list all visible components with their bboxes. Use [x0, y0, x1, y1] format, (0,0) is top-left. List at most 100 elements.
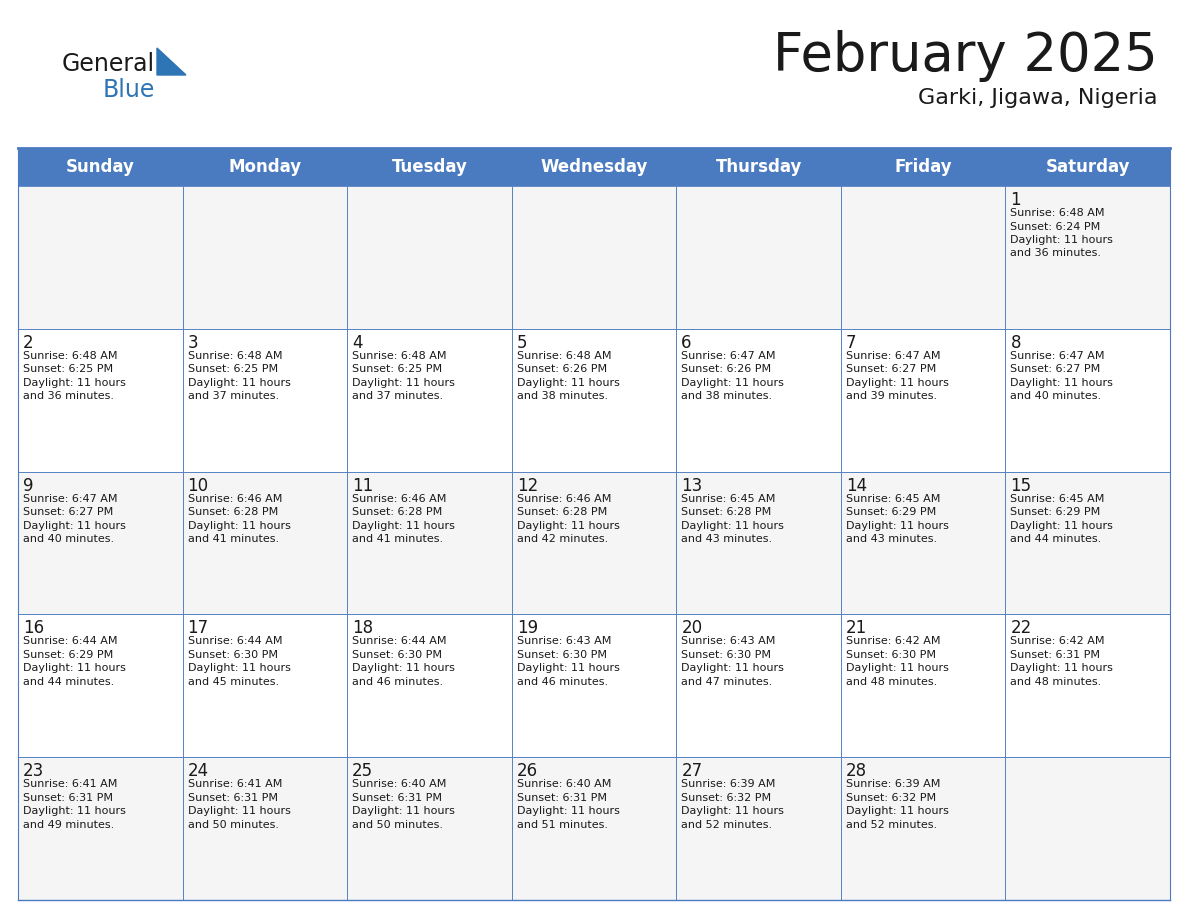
Text: Sunset: 6:27 PM: Sunset: 6:27 PM — [846, 364, 936, 375]
Text: 1: 1 — [1011, 191, 1020, 209]
Text: and 52 minutes.: and 52 minutes. — [846, 820, 937, 830]
Text: Tuesday: Tuesday — [392, 158, 467, 176]
Text: Sunrise: 6:39 AM: Sunrise: 6:39 AM — [681, 779, 776, 789]
Text: and 51 minutes.: and 51 minutes. — [517, 820, 608, 830]
Text: and 42 minutes.: and 42 minutes. — [517, 534, 608, 544]
Bar — [183, 757, 347, 900]
Text: Sunset: 6:29 PM: Sunset: 6:29 PM — [846, 507, 936, 517]
Text: Daylight: 11 hours: Daylight: 11 hours — [846, 664, 949, 674]
Bar — [512, 472, 676, 614]
Text: Daylight: 11 hours: Daylight: 11 hours — [1011, 235, 1113, 245]
Text: 5: 5 — [517, 334, 527, 352]
Text: and 52 minutes.: and 52 minutes. — [681, 820, 772, 830]
Bar — [841, 186, 1005, 329]
Text: Daylight: 11 hours: Daylight: 11 hours — [517, 664, 620, 674]
Text: Sunrise: 6:47 AM: Sunrise: 6:47 AM — [681, 351, 776, 361]
Text: Daylight: 11 hours: Daylight: 11 hours — [846, 378, 949, 387]
Text: Sunset: 6:32 PM: Sunset: 6:32 PM — [846, 793, 936, 802]
Bar — [183, 186, 347, 329]
Bar — [512, 757, 676, 900]
Text: Sunset: 6:31 PM: Sunset: 6:31 PM — [352, 793, 442, 802]
Text: Saturday: Saturday — [1045, 158, 1130, 176]
Text: Sunset: 6:26 PM: Sunset: 6:26 PM — [681, 364, 771, 375]
Text: Sunrise: 6:46 AM: Sunrise: 6:46 AM — [517, 494, 611, 504]
Text: and 45 minutes.: and 45 minutes. — [188, 677, 279, 687]
Text: and 41 minutes.: and 41 minutes. — [352, 534, 443, 544]
Text: Daylight: 11 hours: Daylight: 11 hours — [188, 378, 290, 387]
Text: 22: 22 — [1011, 620, 1031, 637]
Bar — [512, 614, 676, 757]
Text: Sunset: 6:31 PM: Sunset: 6:31 PM — [517, 793, 607, 802]
Bar — [1005, 472, 1170, 614]
Text: Sunrise: 6:43 AM: Sunrise: 6:43 AM — [681, 636, 776, 646]
Bar — [676, 186, 841, 329]
Text: and 40 minutes.: and 40 minutes. — [1011, 391, 1101, 401]
Text: Sunday: Sunday — [65, 158, 134, 176]
Text: and 38 minutes.: and 38 minutes. — [681, 391, 772, 401]
Text: Sunset: 6:31 PM: Sunset: 6:31 PM — [188, 793, 278, 802]
Bar — [347, 329, 512, 472]
Bar — [1005, 614, 1170, 757]
Text: Sunrise: 6:48 AM: Sunrise: 6:48 AM — [517, 351, 611, 361]
Text: Daylight: 11 hours: Daylight: 11 hours — [681, 664, 784, 674]
Text: Sunrise: 6:47 AM: Sunrise: 6:47 AM — [846, 351, 941, 361]
Text: Sunset: 6:27 PM: Sunset: 6:27 PM — [1011, 364, 1100, 375]
Text: February 2025: February 2025 — [773, 30, 1158, 82]
Text: and 40 minutes.: and 40 minutes. — [23, 534, 114, 544]
Text: Sunrise: 6:40 AM: Sunrise: 6:40 AM — [517, 779, 611, 789]
Text: Sunset: 6:25 PM: Sunset: 6:25 PM — [352, 364, 442, 375]
Text: 16: 16 — [23, 620, 44, 637]
Text: 26: 26 — [517, 762, 538, 780]
Text: Monday: Monday — [228, 158, 302, 176]
Bar — [347, 186, 512, 329]
Bar — [347, 614, 512, 757]
Text: 24: 24 — [188, 762, 209, 780]
Bar — [841, 472, 1005, 614]
Text: 13: 13 — [681, 476, 702, 495]
Text: Sunrise: 6:47 AM: Sunrise: 6:47 AM — [23, 494, 118, 504]
Text: Daylight: 11 hours: Daylight: 11 hours — [681, 378, 784, 387]
Bar — [1005, 757, 1170, 900]
Text: Daylight: 11 hours: Daylight: 11 hours — [352, 378, 455, 387]
Text: Sunset: 6:25 PM: Sunset: 6:25 PM — [23, 364, 113, 375]
Text: 25: 25 — [352, 762, 373, 780]
Text: and 39 minutes.: and 39 minutes. — [846, 391, 937, 401]
Text: and 48 minutes.: and 48 minutes. — [846, 677, 937, 687]
Bar — [676, 614, 841, 757]
Bar — [841, 757, 1005, 900]
Text: Sunrise: 6:44 AM: Sunrise: 6:44 AM — [23, 636, 118, 646]
Text: Sunset: 6:28 PM: Sunset: 6:28 PM — [352, 507, 442, 517]
Bar — [676, 757, 841, 900]
Text: Sunset: 6:26 PM: Sunset: 6:26 PM — [517, 364, 607, 375]
Text: 3: 3 — [188, 334, 198, 352]
Text: Daylight: 11 hours: Daylight: 11 hours — [23, 664, 126, 674]
Text: 6: 6 — [681, 334, 691, 352]
Text: and 47 minutes.: and 47 minutes. — [681, 677, 772, 687]
Text: Sunrise: 6:44 AM: Sunrise: 6:44 AM — [188, 636, 282, 646]
Text: Daylight: 11 hours: Daylight: 11 hours — [517, 806, 620, 816]
Bar — [347, 472, 512, 614]
Bar — [18, 614, 183, 757]
Bar — [512, 329, 676, 472]
Text: 19: 19 — [517, 620, 538, 637]
Text: 23: 23 — [23, 762, 44, 780]
Text: and 43 minutes.: and 43 minutes. — [681, 534, 772, 544]
Text: and 37 minutes.: and 37 minutes. — [188, 391, 279, 401]
Text: Sunrise: 6:48 AM: Sunrise: 6:48 AM — [1011, 208, 1105, 218]
Bar — [18, 148, 1170, 186]
Text: Sunrise: 6:41 AM: Sunrise: 6:41 AM — [188, 779, 282, 789]
Text: Sunset: 6:30 PM: Sunset: 6:30 PM — [352, 650, 442, 660]
Text: Sunrise: 6:40 AM: Sunrise: 6:40 AM — [352, 779, 447, 789]
Text: 9: 9 — [23, 476, 33, 495]
Text: 21: 21 — [846, 620, 867, 637]
Text: Sunrise: 6:47 AM: Sunrise: 6:47 AM — [1011, 351, 1105, 361]
Bar — [18, 186, 183, 329]
Text: Sunset: 6:30 PM: Sunset: 6:30 PM — [188, 650, 278, 660]
Text: 4: 4 — [352, 334, 362, 352]
Text: Sunset: 6:29 PM: Sunset: 6:29 PM — [1011, 507, 1100, 517]
Bar — [1005, 186, 1170, 329]
Text: Sunrise: 6:45 AM: Sunrise: 6:45 AM — [1011, 494, 1105, 504]
Text: Daylight: 11 hours: Daylight: 11 hours — [188, 806, 290, 816]
Text: Blue: Blue — [103, 78, 156, 102]
Text: 7: 7 — [846, 334, 857, 352]
